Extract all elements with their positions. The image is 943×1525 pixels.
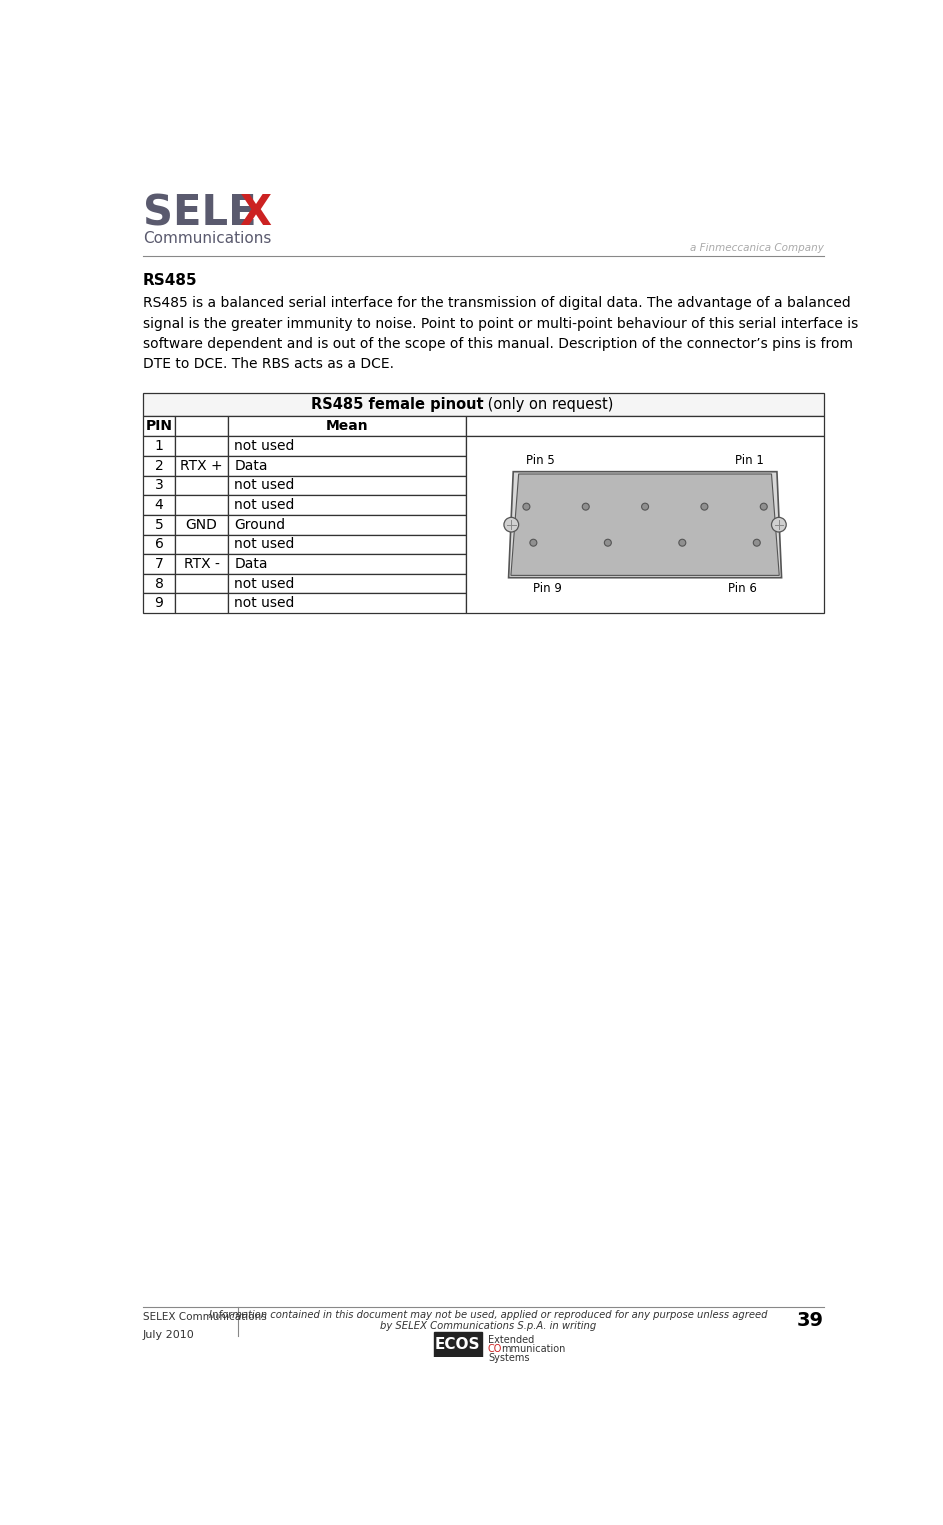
Text: by SELEX Communications S.p.A. in writing: by SELEX Communications S.p.A. in writin… <box>380 1321 597 1331</box>
Text: signal is the greater immunity to noise. Point to point or multi-point behaviour: signal is the greater immunity to noise.… <box>142 317 858 331</box>
Text: X: X <box>240 192 272 235</box>
Bar <box>175 554 228 573</box>
Text: CO: CO <box>488 1344 503 1354</box>
Circle shape <box>771 517 786 532</box>
Bar <box>228 476 466 496</box>
Bar <box>466 436 824 613</box>
Text: 2: 2 <box>155 459 163 473</box>
Bar <box>142 416 175 436</box>
Text: ECOS: ECOS <box>435 1337 481 1353</box>
Bar <box>142 534 175 554</box>
Bar <box>142 436 175 456</box>
Bar <box>228 416 466 436</box>
Text: Pin 9: Pin 9 <box>534 583 562 595</box>
Bar <box>142 456 175 476</box>
Text: not used: not used <box>234 499 294 512</box>
Bar <box>228 554 466 573</box>
Circle shape <box>604 540 611 546</box>
Text: DTE to DCE. The RBS acts as a DCE.: DTE to DCE. The RBS acts as a DCE. <box>142 357 393 372</box>
Text: 9: 9 <box>155 596 163 610</box>
Bar <box>142 515 175 534</box>
Bar <box>175 436 228 456</box>
Bar <box>175 416 228 436</box>
Text: SELEX Communications: SELEX Communications <box>142 1312 267 1322</box>
Text: not used: not used <box>234 537 294 552</box>
Text: Pin 5: Pin 5 <box>526 454 555 467</box>
Circle shape <box>641 503 649 511</box>
Text: 1: 1 <box>155 439 163 453</box>
Bar <box>175 496 228 515</box>
Bar <box>228 496 466 515</box>
Bar <box>228 456 466 476</box>
Text: Ground: Ground <box>234 517 285 532</box>
Polygon shape <box>511 474 779 575</box>
Text: 5: 5 <box>155 517 163 532</box>
Bar <box>175 456 228 476</box>
Text: Systems: Systems <box>488 1353 529 1363</box>
Bar <box>175 593 228 613</box>
Bar <box>228 436 466 456</box>
Text: RS485 is a balanced serial interface for the transmission of digital data. The a: RS485 is a balanced serial interface for… <box>142 296 851 310</box>
Bar <box>142 593 175 613</box>
Text: RTX +: RTX + <box>180 459 223 473</box>
Text: RS485: RS485 <box>142 273 197 288</box>
Text: 7: 7 <box>155 557 163 570</box>
Text: 8: 8 <box>155 576 163 590</box>
Circle shape <box>753 540 760 546</box>
Text: SELE: SELE <box>142 192 256 235</box>
Bar <box>228 534 466 554</box>
Bar <box>228 593 466 613</box>
Circle shape <box>523 503 530 511</box>
Text: a Finmeccanica Company: a Finmeccanica Company <box>690 242 824 253</box>
Circle shape <box>679 540 686 546</box>
Text: Information contained in this document may not be used, applied or reproduced fo: Information contained in this document m… <box>209 1310 768 1321</box>
Bar <box>466 416 824 436</box>
Bar <box>142 554 175 573</box>
Bar <box>228 573 466 593</box>
Polygon shape <box>508 471 782 578</box>
Bar <box>175 573 228 593</box>
Text: software dependent and is out of the scope of this manual. Description of the co: software dependent and is out of the sco… <box>142 337 852 351</box>
Bar <box>175 515 228 534</box>
Bar <box>142 476 175 496</box>
Bar <box>175 476 228 496</box>
Text: Extended: Extended <box>488 1334 534 1345</box>
Text: Communications: Communications <box>142 230 271 246</box>
Text: 39: 39 <box>797 1312 824 1330</box>
Text: 6: 6 <box>155 537 163 552</box>
Circle shape <box>582 503 589 511</box>
Text: 3: 3 <box>155 479 163 493</box>
Bar <box>142 393 824 416</box>
Text: not used: not used <box>234 596 294 610</box>
Text: Pin 6: Pin 6 <box>728 583 757 595</box>
Text: Data: Data <box>234 459 268 473</box>
Text: Data: Data <box>234 557 268 570</box>
Bar <box>142 573 175 593</box>
Text: RS485 female pinout: RS485 female pinout <box>310 396 484 412</box>
Text: (only on request): (only on request) <box>484 396 614 412</box>
Text: 4: 4 <box>155 499 163 512</box>
Bar <box>434 1331 482 1359</box>
Circle shape <box>530 540 537 546</box>
Bar <box>175 534 228 554</box>
Text: RTX -: RTX - <box>184 557 220 570</box>
Text: July 2010: July 2010 <box>142 1330 194 1340</box>
Text: not used: not used <box>234 576 294 590</box>
Bar <box>228 515 466 534</box>
Text: not used: not used <box>234 439 294 453</box>
Text: mmunication: mmunication <box>502 1344 566 1354</box>
Text: PIN: PIN <box>145 419 173 433</box>
Circle shape <box>504 517 519 532</box>
Text: Mean: Mean <box>325 419 369 433</box>
Text: not used: not used <box>234 479 294 493</box>
Text: GND: GND <box>186 517 218 532</box>
Circle shape <box>701 503 708 511</box>
Text: Pin 1: Pin 1 <box>735 454 764 467</box>
Bar <box>142 496 175 515</box>
Circle shape <box>760 503 768 511</box>
